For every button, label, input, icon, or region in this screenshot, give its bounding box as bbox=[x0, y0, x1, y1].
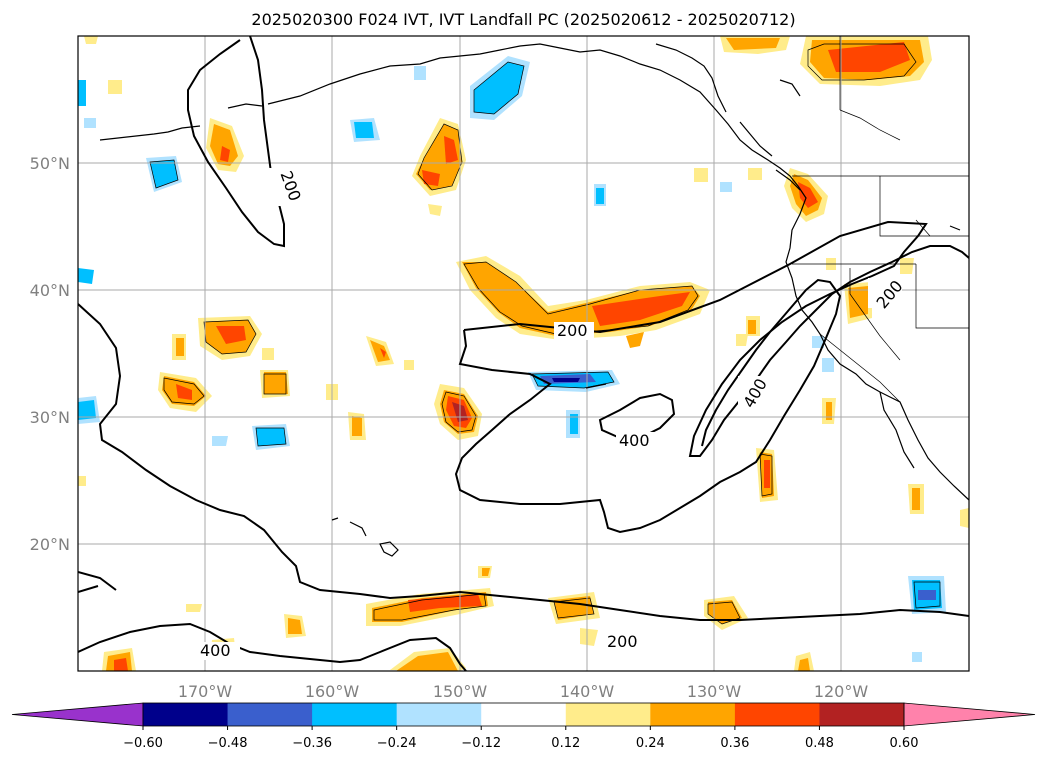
colorbar-extend-min bbox=[11, 702, 144, 727]
coastlines bbox=[99, 43, 969, 557]
colorbar-segment bbox=[481, 703, 567, 726]
colorbar-tick-label: −0.24 bbox=[377, 736, 417, 751]
shade-scattered bbox=[78, 36, 969, 528]
shade-top-right bbox=[720, 36, 932, 86]
lat-label-20n: 20°N bbox=[30, 535, 70, 554]
colorbar-tick-label: 0.36 bbox=[720, 736, 749, 751]
colorbar-segment bbox=[565, 703, 651, 726]
colorbar-tick-label: 0.48 bbox=[805, 736, 834, 751]
colorbar-tick-label: −0.12 bbox=[461, 736, 501, 751]
lat-label-50n: 50°N bbox=[30, 154, 70, 173]
colorbar-tick-label: 0.12 bbox=[551, 736, 580, 751]
pc-shading bbox=[78, 36, 969, 671]
shade-150w-11n bbox=[390, 648, 466, 671]
colorbar-border bbox=[142, 702, 905, 727]
shade-165w-50n bbox=[206, 118, 244, 172]
shade-170w-37n bbox=[198, 316, 262, 360]
longitude-labels: 170°W 160°W 150°W 140°W 130°W 120°W bbox=[178, 682, 869, 701]
colorbar: −0.60 −0.48 −0.36 −0.24 −0.12 0.12 0.24 0.36 0.4… bbox=[11, 702, 1036, 751]
shade-152w-15n bbox=[366, 588, 494, 626]
lon-label-160w: 160°W bbox=[305, 682, 360, 701]
map-title: 2025020300 F024 IVT, IVT Landfall PC (20… bbox=[251, 10, 796, 29]
lon-label-140w: 140°W bbox=[560, 682, 615, 701]
contour-label: 400 bbox=[200, 641, 231, 660]
lat-label-40n: 40°N bbox=[30, 281, 70, 300]
shade-172w-32n bbox=[158, 372, 212, 412]
colorbar-segment bbox=[650, 703, 736, 726]
map-frame bbox=[77, 35, 970, 672]
contour-label: 400 bbox=[619, 431, 650, 450]
colorbar-segment bbox=[396, 703, 482, 726]
colorbar-segment bbox=[227, 703, 313, 726]
colorbar-segment bbox=[734, 703, 820, 726]
contour-label: 200 bbox=[557, 321, 588, 340]
lat-label-30n: 30°N bbox=[30, 408, 70, 427]
shade-150w-50n bbox=[412, 118, 466, 216]
lon-label-170w: 170°W bbox=[178, 682, 233, 701]
colorbar-tick-label: 0.24 bbox=[636, 736, 665, 751]
colorbar-tick-label: 0.60 bbox=[890, 736, 919, 751]
colorbar-tick-label: −0.36 bbox=[292, 736, 332, 751]
ivt-contours bbox=[78, 36, 969, 671]
colorbar-segment bbox=[312, 703, 398, 726]
colorbar-tick-label: −0.48 bbox=[208, 736, 248, 751]
contour-label: 200 bbox=[607, 632, 638, 651]
colorbar-segment bbox=[819, 703, 905, 726]
lon-label-130w: 130°W bbox=[687, 682, 742, 701]
lon-label-120w: 120°W bbox=[814, 682, 869, 701]
colorbar-tick-label: −0.60 bbox=[123, 736, 163, 751]
pc-outlines bbox=[149, 43, 941, 625]
colorbar-segment bbox=[143, 703, 229, 726]
lon-label-150w: 150°W bbox=[433, 682, 488, 701]
shade-150w-30n bbox=[434, 384, 482, 440]
colorbar-extend-max bbox=[903, 702, 1036, 727]
gridlines bbox=[78, 36, 969, 671]
contour-label-group: 200 200 200 200 400 400 400 bbox=[198, 168, 907, 660]
shade-central-band bbox=[456, 256, 710, 348]
shade-negative bbox=[78, 56, 946, 662]
latitude-labels: 50°N 40°N 30°N 20°N bbox=[30, 154, 70, 554]
